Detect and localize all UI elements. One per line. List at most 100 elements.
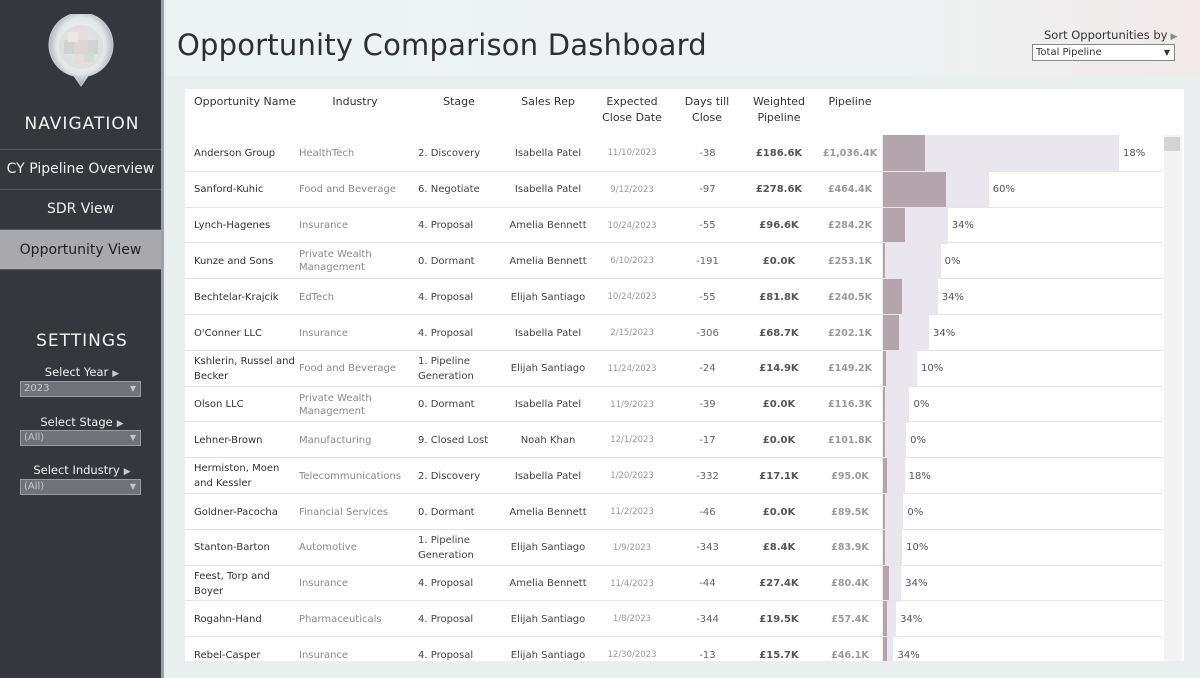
opportunity-name: Rebel-Casper [194,649,261,661]
stage: 2. Discovery [418,470,481,482]
weighted-pipeline-bar [883,171,947,208]
pipeline-bar [883,386,910,423]
column-header-expected-close-date[interactable]: Expected Close Date [602,95,662,124]
table-row[interactable]: Feest, Torp and Boyer Insurance 4. Proposa… [185,564,1163,602]
days-till-close: -55 [699,220,716,232]
column-header-pipeline[interactable]: Pipeline [828,95,872,108]
pipeline: £464.4K [827,184,873,196]
pipeline-bar-cell: 0% [883,422,1153,459]
pipeline: £57.4K [831,613,869,625]
opportunity-name: Goldner-Pacocha [194,506,278,518]
days-till-close: -191 [696,255,719,267]
table-row[interactable]: Bechtelar-Krajcik EdTech 4. Proposal Elijah… [185,278,1163,316]
column-header-weighted-pipeline[interactable]: Weighted Pipeline [752,95,806,124]
table-row[interactable]: Olson LLC Private Wealth Management 0. Dor… [185,385,1163,423]
weighted-pipeline-bar [883,565,890,602]
days-till-close: -306 [696,327,719,339]
table-header: Opportunity Name Industry Stage Sales Re… [185,89,1184,135]
industry: Financial Services [299,506,389,518]
weighted-pipeline-bar [883,279,902,316]
column-header-sales-rep[interactable]: Sales Rep [521,95,575,108]
sort-label: Sort Opportunities by ▶ [1044,28,1178,42]
play-icon: ▶ [112,369,120,379]
expected-close-date: 12/1/2023 [610,435,654,446]
table-row[interactable]: O'Conner LLC Insurance 4. Proposal Isabella… [185,314,1163,351]
table-row[interactable]: Kunze and Sons Private Wealth Management 0… [185,242,1163,280]
select-stage-dropdown[interactable]: (All) ▼ [20,430,141,446]
win-probability-label: 10% [906,542,929,554]
expected-close-date: 9/12/2023 [610,184,654,195]
table-row[interactable]: Sanford-Kuhic Food and Beverage 6. Negotia… [185,170,1163,208]
navigation-title: NAVIGATION [24,114,140,134]
stage: 9. Closed Lost [418,434,489,446]
days-till-close: -344 [696,613,719,625]
pipeline-bar-cell: 34% [883,565,1153,602]
industry: Private Wealth Management [299,249,372,274]
expected-close-date: 11/2/2023 [610,507,654,517]
weighted-pipeline-bar [883,458,887,495]
win-probability-label: 10% [920,363,944,375]
pipeline: £83.9K [831,542,869,554]
play-icon: ▶ [116,419,124,429]
pipeline-bar-cell: 18% [883,458,1153,495]
weighted-pipeline-bar [883,422,885,459]
select-industry-dropdown[interactable]: (All) ▼ [20,479,141,495]
weighted-pipeline-bar [883,637,887,661]
pipeline-bar-cell: 0% [883,386,1153,423]
opportunity-name: Rogahn-Hand [194,613,262,625]
stage: 1. Pipeline Generation [418,534,474,561]
industry: EdTech [299,291,335,303]
industry: Food and Beverage [299,363,396,375]
win-probability-label: 0% [907,506,924,518]
column-header-days-till-close[interactable]: Days till Close [684,95,730,124]
win-probability-label: 18% [1123,147,1146,159]
weighted-pipeline: £27.4K [759,578,799,590]
pipeline-bar [883,637,894,661]
sort-dropdown[interactable]: Total Pipeline ▼ [1032,44,1175,61]
industry: Pharmaceuticals [299,613,382,625]
table-row[interactable]: Rogahn-Hand Pharmaceuticals 4. Proposal Eli… [185,600,1163,638]
table-row[interactable]: Goldner-Pacocha Financial Services 0. Dorm… [185,493,1163,530]
sales-rep: Isabella Patel [514,327,582,339]
table-row[interactable]: Anderson Group HealthTech 2. Discovery Isab… [185,135,1163,171]
pipeline-bar-cell: 34% [883,207,1153,244]
logo-icon [48,14,114,87]
pipeline-bar-cell: 10% [883,350,1153,387]
industry: Insurance [299,649,349,661]
weighted-pipeline: £0.0K [762,255,796,267]
table-row[interactable]: Lehner-Brown Manufacturing 9. Closed Lost N… [185,421,1163,459]
scrollbar-thumb[interactable] [1164,137,1180,151]
table-row[interactable]: Lynch-Hagenes Insurance 4. Proposal Amelia … [185,206,1163,244]
win-probability-label: 0% [944,255,961,267]
vertical-scrollbar[interactable] [1164,135,1182,661]
win-probability-label: 34% [941,291,964,303]
table-row[interactable]: Hermiston, Moen and Kessler Telecommunica… [185,457,1163,495]
days-till-close: -55 [699,291,716,303]
pipeline: £80.4K [831,578,869,590]
industry: Telecommunications [299,470,402,482]
nav-item-cy-pipeline-overview[interactable]: CY Pipeline Overview [0,149,161,188]
column-header-stage[interactable]: Stage [443,95,475,108]
column-header-opportunity-name[interactable]: Opportunity Name [194,95,296,108]
win-probability-label: 0% [913,399,930,411]
sales-rep: Elijah Santiago [510,291,586,303]
sales-rep: Elijah Santiago [510,542,586,554]
opportunity-name: O'Conner LLC [194,327,262,339]
pipeline: £1,036.4K [822,147,878,159]
table-row[interactable]: Rebel-Casper Insurance 4. Proposal Elijah S… [185,636,1163,661]
industry: Insurance [299,220,349,232]
weighted-pipeline: £15.7K [759,649,799,661]
weighted-pipeline-bar [883,135,926,171]
table-row[interactable]: Stanton-Barton Automotive 1. Pipeline Gene… [185,528,1163,566]
column-header-industry[interactable]: Industry [332,95,378,108]
pipeline: £46.1K [831,649,869,661]
nav-item-sdr-view[interactable]: SDR View [0,189,161,228]
stage: 6. Negotiate [418,184,480,196]
select-year-dropdown[interactable]: 2023 ▼ [20,381,141,397]
industry: Private Wealth Management [299,392,372,417]
expected-close-date: 1/8/2023 [612,614,652,625]
pipeline-bar-cell: 34% [883,279,1153,316]
industry: Insurance [299,327,349,339]
table-row[interactable]: Kshlerin, Russel and Becker Food and Beve… [185,349,1163,387]
nav-item-opportunity-view[interactable]: Opportunity View [0,229,161,270]
